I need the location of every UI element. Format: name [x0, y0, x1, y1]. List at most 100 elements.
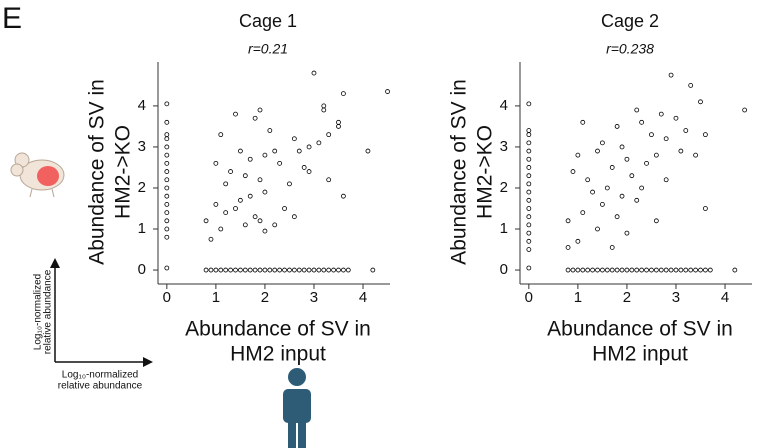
- data-point: [673, 267, 679, 273]
- data-point: [238, 197, 243, 203]
- data-point: [604, 267, 610, 273]
- x-tick-label: 3: [672, 289, 680, 306]
- data-point: [629, 267, 635, 273]
- data-point: [341, 91, 346, 96]
- data-point: [575, 238, 581, 244]
- data-point: [678, 267, 684, 273]
- y-axis-label: Abundance of SV in: [448, 79, 471, 265]
- x-tick-label: 4: [359, 289, 367, 306]
- data-point: [614, 124, 620, 129]
- x-axis-label: Abundance of SV in: [547, 318, 733, 341]
- data-point: [252, 115, 258, 121]
- y-tick-label: 0: [500, 261, 508, 278]
- data-point: [526, 140, 532, 146]
- y-tick-label: 0: [138, 261, 146, 278]
- data-point: [604, 185, 610, 191]
- data-point: [683, 128, 689, 133]
- data-point: [272, 267, 278, 273]
- data-point: [663, 177, 669, 183]
- data-point: [164, 226, 170, 232]
- data-point: [282, 206, 287, 211]
- data-point: [585, 177, 591, 183]
- data-point: [526, 206, 532, 211]
- data-point: [316, 267, 322, 273]
- y-tick-label: 2: [500, 179, 508, 196]
- x-axis-label: HM2 input: [592, 343, 688, 366]
- mouse-icon: [10, 152, 65, 198]
- data-point: [703, 132, 708, 138]
- key-y-label: Log₁₀-normalized: [33, 274, 44, 350]
- data-point: [223, 181, 229, 187]
- data-point: [301, 267, 307, 273]
- x-tick-label: 0: [525, 289, 533, 306]
- data-point: [595, 267, 600, 273]
- data-point: [585, 267, 591, 273]
- data-point: [277, 160, 283, 166]
- data-point: [639, 267, 645, 273]
- data-point: [164, 265, 170, 271]
- data-point: [262, 152, 268, 158]
- data-point: [565, 218, 571, 224]
- data-point: [262, 228, 268, 234]
- data-point: [609, 165, 615, 170]
- data-point: [526, 238, 532, 244]
- data-point: [336, 119, 341, 125]
- data-point: [565, 245, 571, 250]
- data-point: [208, 267, 214, 273]
- data-point: [257, 218, 263, 224]
- data-point: [526, 265, 532, 271]
- data-point: [600, 267, 605, 273]
- data-point: [649, 132, 654, 138]
- data-point: [238, 267, 243, 273]
- data-point: [287, 181, 292, 187]
- data-point: [600, 140, 605, 146]
- data-point: [228, 169, 233, 174]
- x-tick-label: 2: [623, 289, 631, 306]
- data-point: [164, 119, 170, 125]
- data-point: [614, 214, 620, 220]
- x-tick-label: 0: [163, 289, 171, 306]
- data-point: [580, 267, 586, 273]
- data-point: [203, 267, 209, 273]
- chart-title: Cage 1: [239, 11, 297, 31]
- data-point: [238, 148, 243, 154]
- x-axis-label: HM2 input: [230, 343, 326, 366]
- data-point: [218, 226, 224, 232]
- data-point: [663, 267, 669, 273]
- data-point: [164, 177, 170, 183]
- data-point: [526, 165, 532, 170]
- panel-label: E: [2, 2, 22, 35]
- data-point: [703, 206, 708, 211]
- data-point: [693, 267, 698, 273]
- data-point: [570, 169, 576, 174]
- data-point: [673, 115, 679, 121]
- data-point: [653, 218, 659, 224]
- data-point: [257, 267, 263, 273]
- data-point: [277, 267, 283, 273]
- data-point: [629, 173, 635, 179]
- y-tick-label: 1: [500, 220, 508, 237]
- key-x-label: Log₁₀-normalized: [62, 370, 138, 381]
- data-point: [257, 177, 263, 183]
- data-point: [668, 267, 674, 273]
- data-point: [164, 144, 170, 150]
- data-point: [301, 165, 307, 170]
- data-point: [267, 128, 273, 133]
- data-point: [164, 185, 170, 191]
- data-point: [698, 267, 703, 273]
- y-tick-label: 1: [138, 220, 146, 237]
- data-point: [233, 267, 238, 273]
- data-point: [262, 267, 268, 273]
- data-point: [658, 111, 664, 117]
- data-point: [291, 214, 297, 220]
- data-point: [590, 267, 595, 273]
- data-point: [526, 222, 532, 228]
- data-point: [575, 267, 581, 273]
- data-point: [311, 70, 317, 76]
- x-tick-label: 1: [574, 289, 582, 306]
- data-point: [614, 267, 620, 273]
- y-tick-label: 3: [138, 138, 146, 155]
- data-point: [634, 197, 640, 203]
- y-axis-label: HM2->KO: [112, 125, 135, 219]
